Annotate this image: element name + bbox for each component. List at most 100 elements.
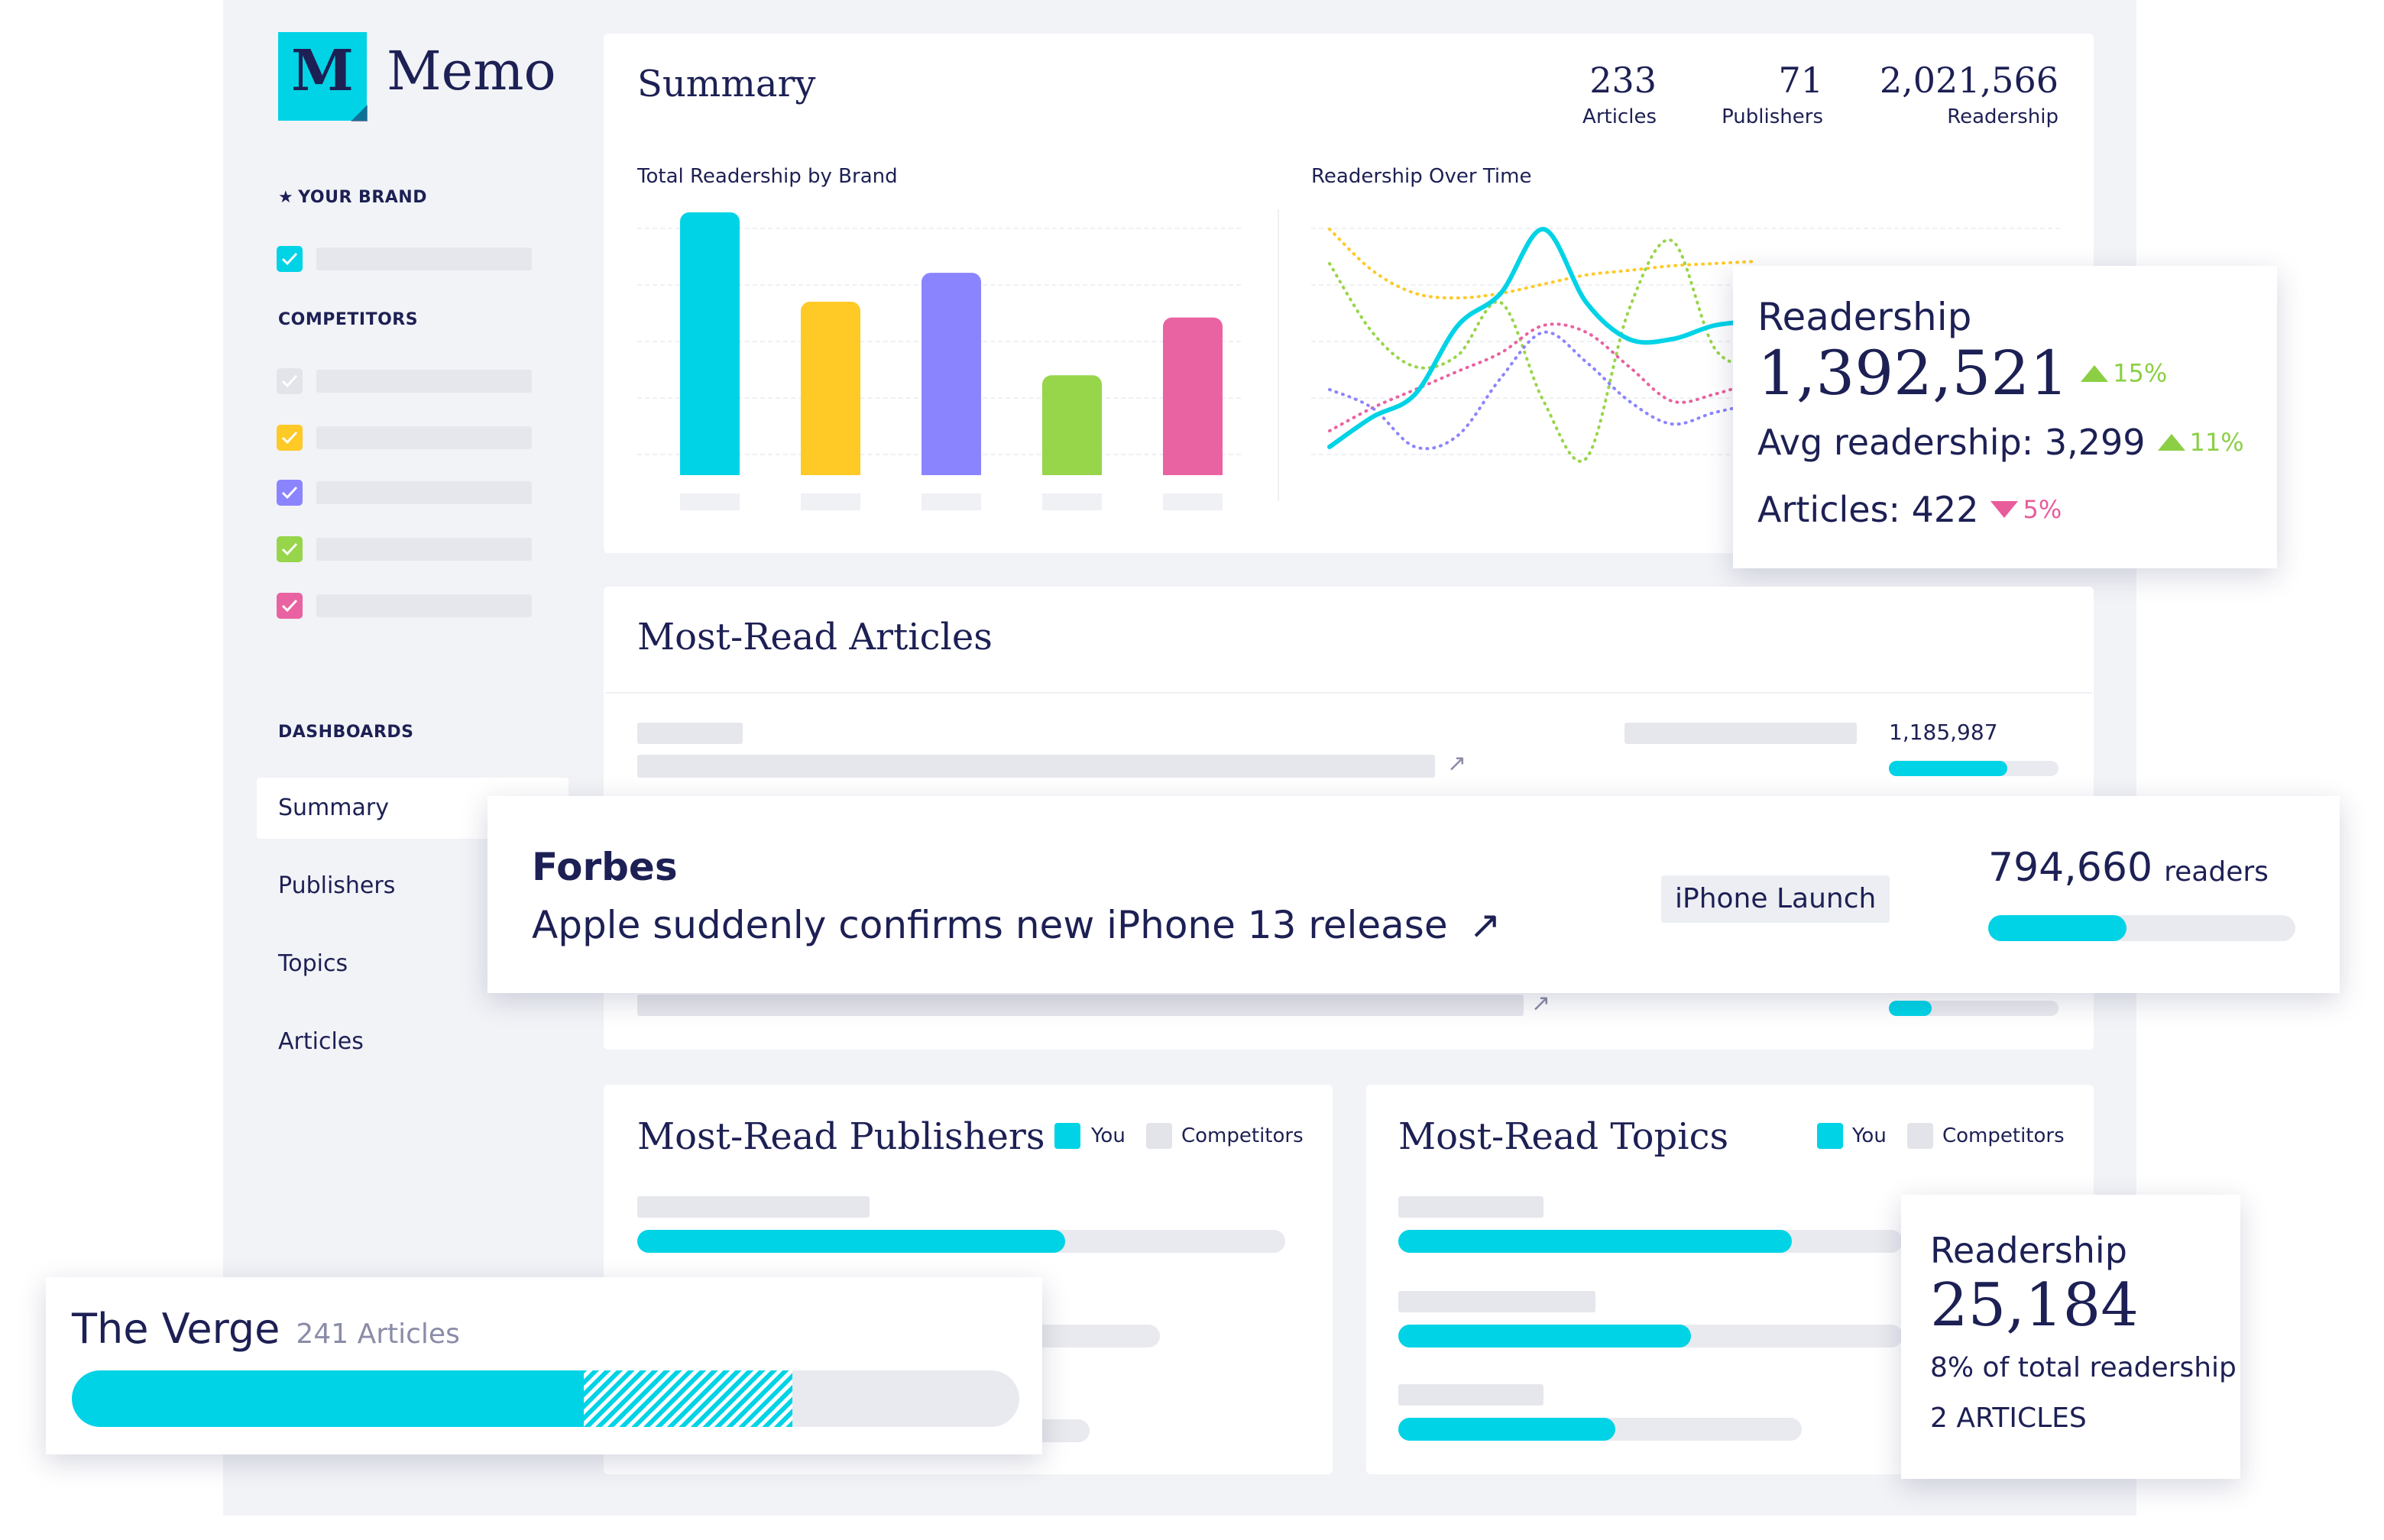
featured-readers-unit: readers — [2164, 856, 2269, 888]
legend-competitors-swatch — [1146, 1123, 1172, 1149]
competitor-checkbox[interactable] — [277, 593, 303, 619]
topic-popup-title: Readership — [1930, 1230, 2127, 1271]
readership-over-time-chart — [1327, 227, 1760, 463]
brand-name: Memo — [387, 40, 556, 102]
summary-title: Summary — [637, 63, 816, 105]
most-read-topics-title: Most-Read Topics — [1398, 1115, 1729, 1158]
bar[interactable] — [1042, 375, 1102, 483]
bar[interactable] — [801, 301, 860, 483]
chart-divider — [1278, 209, 1279, 501]
featured-readers-fill — [1988, 915, 2126, 941]
series-line[interactable] — [1328, 238, 1759, 463]
legend-you-label: You — [1091, 1124, 1126, 1147]
nav-topics[interactable]: Topics — [278, 950, 348, 977]
nav-articles[interactable]: Articles — [278, 1028, 364, 1055]
trend-up-icon — [2081, 364, 2109, 382]
competitor-placeholder — [316, 594, 532, 617]
popup-articles-row: Articles: 422 5% — [1757, 489, 2062, 530]
bar[interactable] — [1163, 317, 1223, 483]
your-brand-label: YOUR BRAND — [298, 188, 427, 207]
trend-up-icon — [2157, 434, 2185, 451]
series-line[interactable] — [1328, 330, 1759, 451]
popup-value-change: 15% — [2113, 358, 2168, 388]
bar-chart-label: Total Readership by Brand — [637, 165, 898, 188]
nav-summary[interactable]: Summary — [278, 794, 389, 821]
article-readers-track — [1889, 1001, 2058, 1016]
external-link-icon[interactable]: ↗ — [1531, 990, 1551, 1017]
line-chart-label: Readership Over Time — [1311, 165, 1532, 188]
competitor-checkbox[interactable] — [277, 368, 303, 394]
x-tick-placeholder — [922, 493, 981, 510]
trend-down-icon — [1990, 501, 2019, 518]
check-icon — [281, 542, 298, 556]
article-publisher-placeholder — [637, 723, 743, 744]
publisher-popup[interactable]: The Verge 241 Articles — [46, 1277, 1042, 1454]
popup-avg-row: Avg readership: 3,299 11% — [1757, 422, 2244, 463]
your-brand-heading: ★ YOUR BRAND — [278, 188, 427, 207]
your-brand-checkbox[interactable] — [277, 246, 303, 272]
popup-value-row: 1,392,521 15% — [1757, 338, 2167, 409]
popup-articles: Articles: 422 — [1757, 489, 1979, 530]
topic-readership-popup: Readership 25,184 8% of total readership… — [1901, 1195, 2240, 1479]
popup-value: 1,392,521 — [1757, 338, 2069, 409]
nav-publishers[interactable]: Publishers — [278, 872, 396, 899]
featured-tag[interactable]: iPhone Launch — [1661, 875, 1890, 923]
stat-publishers-label: Publishers — [1722, 105, 1823, 128]
stat-publishers-value: 71 — [1778, 60, 1823, 101]
topic-bar-fill — [1398, 1325, 1691, 1348]
legend-you-swatch — [1054, 1123, 1080, 1149]
competitors-heading: COMPETITORS — [278, 310, 419, 329]
x-tick-placeholder — [801, 493, 860, 510]
publisher-popup-name: The Verge — [72, 1305, 280, 1353]
topic-popup-share: 8% of total readership — [1930, 1352, 2237, 1383]
stat-articles-value: 233 — [1589, 60, 1657, 101]
series-line[interactable] — [1327, 227, 1760, 449]
external-link-icon[interactable]: ↗ — [1469, 903, 1501, 947]
stat-readership-label: Readership — [1947, 105, 2058, 128]
popup-avg-change: 11% — [2189, 428, 2244, 457]
featured-readers-value: 794,660 — [1988, 845, 2153, 891]
publisher-popup-competitor-fill — [581, 1370, 792, 1427]
brand-name-placeholder — [316, 247, 532, 270]
bar[interactable] — [922, 273, 981, 483]
competitor-checkbox[interactable] — [277, 480, 303, 506]
check-icon — [281, 599, 298, 613]
most-read-articles-title: Most-Read Articles — [637, 616, 993, 658]
featured-headline-row[interactable]: Apple suddenly confirms new iPhone 13 re… — [532, 903, 1501, 947]
memo-logo-icon[interactable]: M — [278, 32, 368, 121]
publisher-popup-articles: 241 Articles — [296, 1318, 460, 1350]
featured-article-popup[interactable]: Forbes Apple suddenly confirms new iPhon… — [487, 796, 2340, 993]
competitor-checkbox[interactable] — [277, 425, 303, 451]
topic-popup-value: 25,184 — [1930, 1271, 2139, 1340]
popup-title: Readership — [1757, 295, 1972, 339]
check-icon — [281, 486, 298, 500]
publisher-popup-header: The Verge 241 Articles — [72, 1305, 460, 1353]
topic-bar-fill — [1398, 1230, 1792, 1253]
article-readers: 1,185,987 — [1889, 720, 1998, 745]
competitor-placeholder — [316, 426, 532, 449]
competitor-placeholder — [316, 481, 532, 504]
series-line[interactable] — [1328, 322, 1759, 432]
competitor-placeholder — [316, 370, 532, 393]
stat-readership-value: 2,021,566 — [1879, 60, 2058, 101]
x-tick-placeholder — [680, 493, 740, 510]
featured-readers-row: 794,660 readers — [1988, 845, 2269, 891]
logo-letter: M — [291, 38, 354, 104]
competitor-checkbox[interactable] — [277, 536, 303, 562]
legend-competitors-label: Competitors — [1942, 1124, 2065, 1147]
bar[interactable] — [680, 212, 740, 483]
article-readers-fill — [1889, 761, 2007, 776]
series-line[interactable] — [1328, 228, 1759, 300]
most-read-publishers-title: Most-Read Publishers — [637, 1115, 1045, 1158]
featured-headline: Apple suddenly confirms new iPhone 13 re… — [532, 903, 1448, 947]
article-headline-placeholder — [637, 995, 1524, 1016]
popup-articles-change: 5% — [2023, 495, 2062, 524]
check-icon — [281, 374, 298, 388]
publisher-name-placeholder — [637, 1196, 870, 1218]
check-icon — [281, 252, 298, 266]
publisher-popup-you-fill — [72, 1370, 584, 1427]
article-tag-placeholder — [1624, 723, 1857, 744]
legend-you-swatch — [1817, 1123, 1843, 1149]
readership-popup: Readership 1,392,521 15% Avg readership: … — [1733, 266, 2277, 568]
external-link-icon[interactable]: ↗ — [1447, 750, 1467, 777]
